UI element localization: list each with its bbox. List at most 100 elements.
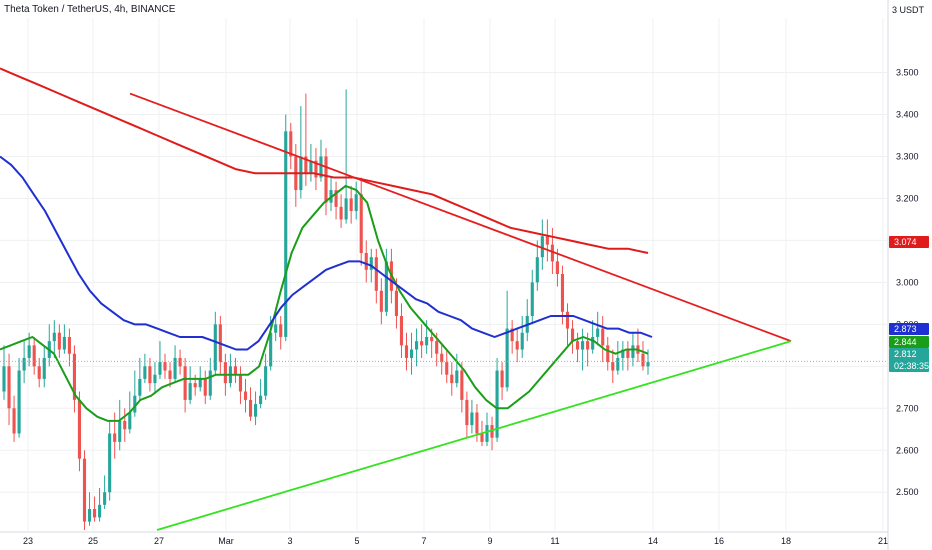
candle-body [440, 353, 444, 363]
candle-body [475, 412, 479, 434]
price-axis-tag [889, 336, 929, 348]
candle-body [545, 236, 549, 245]
candle-body [52, 332, 56, 342]
candle-body [540, 236, 544, 258]
candle-body [550, 244, 554, 262]
price-axis-tag-value: 2.812 [894, 349, 917, 359]
candle-body [460, 370, 464, 400]
candle-body [480, 433, 484, 442]
candle-body [570, 328, 575, 342]
candle-body [213, 324, 217, 371]
x-tick-label: 27 [154, 536, 164, 546]
candle-body [37, 366, 41, 379]
candle-body [223, 362, 227, 384]
bar-countdown: 02:38:35 [894, 361, 929, 371]
candle-body [243, 391, 248, 400]
axis-unit-label: 3 USDT [891, 5, 924, 15]
candle-body [520, 332, 524, 350]
candle-body [505, 328, 509, 388]
candle-body [445, 362, 449, 375]
candle-body [319, 156, 323, 178]
candle-body [138, 378, 142, 396]
candle-body [339, 206, 343, 220]
candle-body [394, 290, 398, 316]
candle-body [87, 509, 92, 522]
candle-body [123, 420, 127, 430]
candle-body [118, 420, 122, 442]
candle-body [98, 504, 102, 518]
candle-body [284, 131, 288, 337]
candle-body [163, 362, 167, 371]
candle-body [128, 412, 132, 430]
candle-body [208, 370, 212, 396]
price-axis-tag-value: 2.844 [894, 337, 917, 347]
candle-body [57, 332, 61, 350]
x-tick-label: 18 [781, 536, 791, 546]
x-tick-label: 9 [487, 536, 492, 546]
candle-body [576, 341, 580, 350]
candle-body [17, 370, 21, 434]
candle-body [349, 198, 353, 212]
candle-body [32, 345, 36, 367]
trendline [129, 92, 792, 342]
x-tick-label: 3 [287, 536, 292, 546]
symbol-title: Theta Token / TetherUS, 4h, BINANCE [4, 4, 176, 15]
price-axis-tag-value: 2.873 [894, 324, 917, 334]
y-tick-label: 2.600 [896, 445, 919, 455]
candle-body [274, 324, 278, 333]
candle-body [621, 349, 625, 358]
y-tick-label: 3.500 [896, 68, 919, 78]
moving-average-line [0, 155, 653, 351]
candle-body [354, 194, 358, 212]
y-tick-label: 3.400 [896, 110, 919, 120]
candle-body [470, 412, 474, 426]
candle-body [269, 332, 273, 367]
candle-body [93, 509, 97, 518]
candle-body [12, 408, 16, 434]
x-tick-label: 21 [878, 536, 888, 546]
price-axis [888, 0, 932, 550]
price-axis-tag-value: 3.074 [894, 237, 917, 247]
candle-body [22, 357, 26, 371]
candle-body [27, 345, 31, 358]
candle-body [560, 274, 565, 312]
x-tick-label: 11 [550, 536, 559, 546]
y-tick-label: 2.700 [896, 403, 919, 413]
candle-body [535, 257, 539, 283]
candle-body [500, 370, 504, 388]
candle-body [2, 366, 6, 392]
candle-body [183, 366, 187, 400]
candle-body [148, 366, 152, 384]
moving-average-line [0, 67, 649, 254]
candle-body [324, 156, 328, 203]
candle-body [178, 357, 182, 367]
candle-body [203, 378, 207, 396]
candle-body [67, 336, 71, 354]
candle-body [581, 341, 585, 350]
candle-body [530, 282, 534, 316]
candle-body [409, 349, 414, 358]
y-tick-label: 2.500 [896, 487, 919, 497]
candle-body [415, 341, 419, 350]
candle-body [606, 345, 610, 363]
candle-body [510, 328, 514, 342]
candle-body [586, 341, 590, 350]
y-tick-label: 3.300 [896, 151, 919, 161]
candle-body [344, 198, 348, 220]
candle-body [188, 383, 192, 400]
price-axis-tag [889, 348, 929, 372]
candle-body [455, 370, 459, 384]
candle-body [82, 458, 87, 522]
candle-body [113, 433, 117, 442]
candle-body [304, 156, 308, 174]
candle-body [364, 253, 368, 270]
x-tick-label: 5 [354, 536, 359, 546]
candle-body [430, 336, 434, 342]
candle-body [173, 357, 177, 379]
x-tick-label: 14 [648, 536, 658, 546]
x-tick-label: 25 [88, 536, 98, 546]
candle-body [641, 353, 645, 367]
candle-body [601, 328, 605, 346]
